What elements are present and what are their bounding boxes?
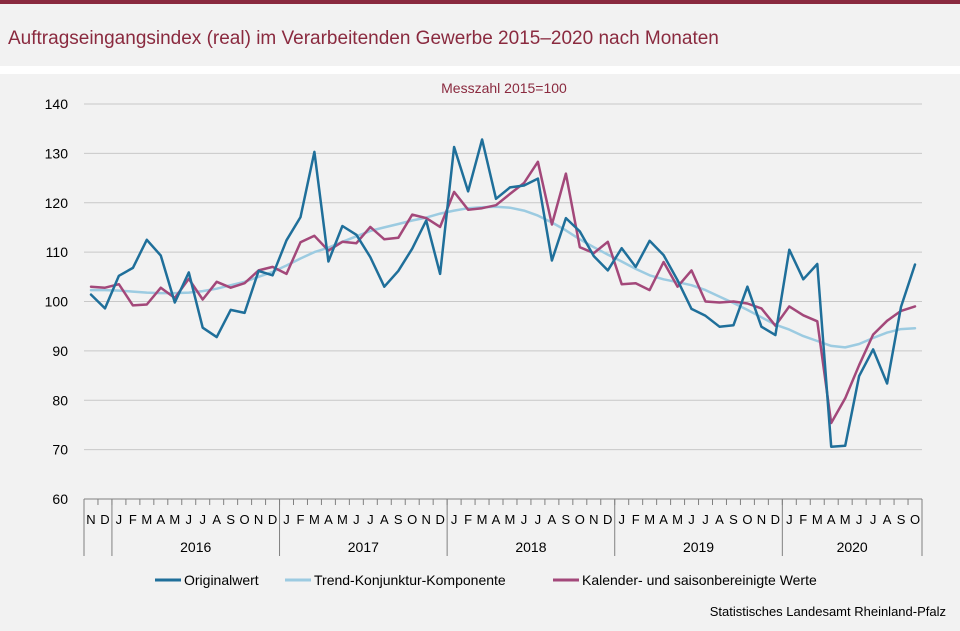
month-tick-label: J xyxy=(870,512,877,527)
month-tick-label: M xyxy=(644,512,655,527)
y-tick-label: 80 xyxy=(52,392,68,408)
month-tick-label: J xyxy=(116,512,123,527)
month-tick-label: S xyxy=(897,512,906,527)
month-tick-label: M xyxy=(812,512,823,527)
month-tick-label: D xyxy=(771,512,780,527)
month-tick-label: J xyxy=(521,512,528,527)
title-separator xyxy=(0,66,960,74)
month-tick-label: A xyxy=(212,512,221,527)
month-tick-label: A xyxy=(827,512,836,527)
chart-subtitle: Messzahl 2015=100 xyxy=(441,80,567,96)
month-tick-label: M xyxy=(309,512,320,527)
y-axis: 60 70 80 90 100 110 120 130 140 xyxy=(45,96,69,507)
month-tick-label: M xyxy=(477,512,488,527)
month-tick-label: N xyxy=(254,512,263,527)
month-tick-label: M xyxy=(337,512,348,527)
year-label: 2019 xyxy=(683,539,714,555)
month-tick-label: A xyxy=(548,512,557,527)
month-tick-label: M xyxy=(169,512,180,527)
month-tick-label: F xyxy=(799,512,807,527)
month-tick-label: J xyxy=(856,512,863,527)
series-line-2 xyxy=(89,160,917,425)
month-tick-label: O xyxy=(240,512,250,527)
month-tick-label: O xyxy=(575,512,585,527)
y-tick-label: 120 xyxy=(45,195,69,211)
year-label: 2018 xyxy=(515,539,546,555)
month-tick-label: S xyxy=(729,512,738,527)
series-line-1 xyxy=(89,205,917,349)
month-tick-label: N xyxy=(86,512,95,527)
y-tick-label: 130 xyxy=(45,145,69,161)
month-tick-label: D xyxy=(435,512,444,527)
legend-label: Kalender- und saisonbereinigte Werte xyxy=(582,572,817,588)
legend-label: Originalwert xyxy=(184,572,259,588)
month-tick-label: M xyxy=(672,512,683,527)
source-note: Statistisches Landesamt Rheinland-Pfalz xyxy=(709,604,946,619)
month-tick-label: O xyxy=(407,512,417,527)
month-tick-label: J xyxy=(283,512,290,527)
month-tick-label: F xyxy=(297,512,305,527)
month-tick-label: D xyxy=(268,512,277,527)
month-tick-label: A xyxy=(883,512,892,527)
month-tick-label: A xyxy=(659,512,668,527)
month-tick-label: M xyxy=(840,512,851,527)
top-accent-bar xyxy=(0,0,960,4)
month-tick-label: J xyxy=(688,512,695,527)
month-tick-label: A xyxy=(380,512,389,527)
y-tick-label: 100 xyxy=(45,294,69,310)
month-tick-label: N xyxy=(589,512,598,527)
y-tick-label: 70 xyxy=(52,442,68,458)
series-line-0 xyxy=(89,138,917,448)
month-tick-label: S xyxy=(226,512,235,527)
month-tick-label: A xyxy=(324,512,333,527)
month-tick-label: S xyxy=(394,512,403,527)
month-tick-label: J xyxy=(367,512,374,527)
month-tick-label: O xyxy=(742,512,752,527)
month-tick-label: J xyxy=(702,512,709,527)
y-tick-label: 110 xyxy=(46,244,69,260)
month-tick-label: N xyxy=(421,512,430,527)
month-tick-label: S xyxy=(562,512,571,527)
month-tick-label: O xyxy=(910,512,920,527)
year-label: 2016 xyxy=(180,539,211,555)
title-band: Auftragseingangsindex (real) im Verarbei… xyxy=(0,4,960,66)
y-tick-label: 60 xyxy=(52,491,68,507)
month-tick-label: D xyxy=(603,512,612,527)
month-tick-label: J xyxy=(535,512,542,527)
legend-label: Trend-Konjunktur-Komponente xyxy=(314,572,506,588)
month-tick-label: J xyxy=(353,512,360,527)
month-tick-label: J xyxy=(186,512,193,527)
month-tick-label: A xyxy=(156,512,165,527)
month-tick-label: F xyxy=(464,512,472,527)
year-label: 2017 xyxy=(348,539,379,555)
month-tick-label: M xyxy=(141,512,152,527)
month-tick-label: J xyxy=(199,512,206,527)
gridlines xyxy=(84,103,922,451)
month-tick-label: A xyxy=(492,512,501,527)
month-tick-label: J xyxy=(786,512,793,527)
month-tick-label: D xyxy=(100,512,109,527)
y-tick-label: 90 xyxy=(52,343,68,359)
month-tick-label: M xyxy=(505,512,516,527)
series-lines xyxy=(89,138,917,448)
month-tick-label: F xyxy=(632,512,640,527)
month-tick-label: J xyxy=(451,512,458,527)
year-label: 2020 xyxy=(837,539,868,555)
y-tick-label: 140 xyxy=(45,96,69,112)
month-tick-label: A xyxy=(715,512,724,527)
legend: Originalwert Trend-Konjunktur-Komponente K… xyxy=(155,572,817,588)
month-tick-label: J xyxy=(618,512,625,527)
month-tick-label: N xyxy=(757,512,766,527)
month-tick-label: F xyxy=(129,512,137,527)
page-title: Auftragseingangsindex (real) im Verarbei… xyxy=(8,28,719,49)
